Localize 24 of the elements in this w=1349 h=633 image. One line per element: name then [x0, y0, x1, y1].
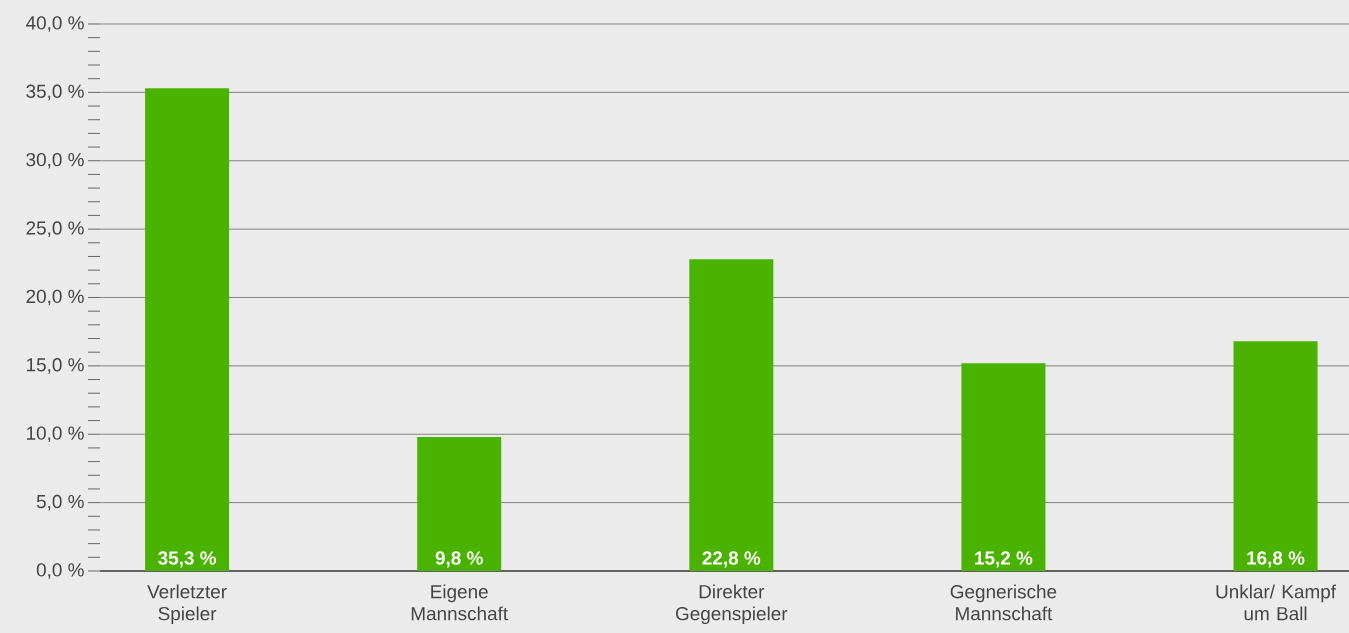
y-tick-label: 0,0 % — [36, 563, 84, 579]
x-tick-label: Direkter Gegenspieler — [675, 584, 788, 625]
y-tick-label: 25,0 % — [26, 221, 84, 237]
x-tick-label: Unklar/ Kampf um Ball — [1216, 584, 1337, 621]
y-tick-label: 40,0 % — [26, 16, 84, 32]
bar — [961, 363, 1046, 571]
bar — [1233, 341, 1318, 571]
data-label: 9,8 % — [435, 551, 483, 568]
data-label: 22,8 % — [702, 551, 761, 568]
x-tick-label: Eigene Mannschaft — [411, 584, 508, 621]
y-tick-label: 15,0 % — [27, 358, 84, 374]
x-tick-label: Gegnerische Mannschaft — [950, 584, 1057, 621]
x-tick-label: Verletzter Spieler — [147, 584, 227, 625]
y-tick-label: 10,0 % — [27, 426, 84, 443]
bar — [417, 436, 502, 571]
data-label: 15,2 % — [975, 551, 1033, 568]
bar — [689, 259, 774, 571]
y-tick-label: 20,0 % — [26, 289, 84, 306]
y-tick-label: 35,0 % — [26, 84, 84, 101]
data-label: 35,3 % — [158, 551, 217, 568]
y-tick-label: 30,0 % — [26, 152, 84, 169]
data-label: 16,8 % — [1247, 551, 1305, 568]
y-tick-label: 5,0 % — [36, 494, 84, 511]
bar — [145, 88, 230, 571]
